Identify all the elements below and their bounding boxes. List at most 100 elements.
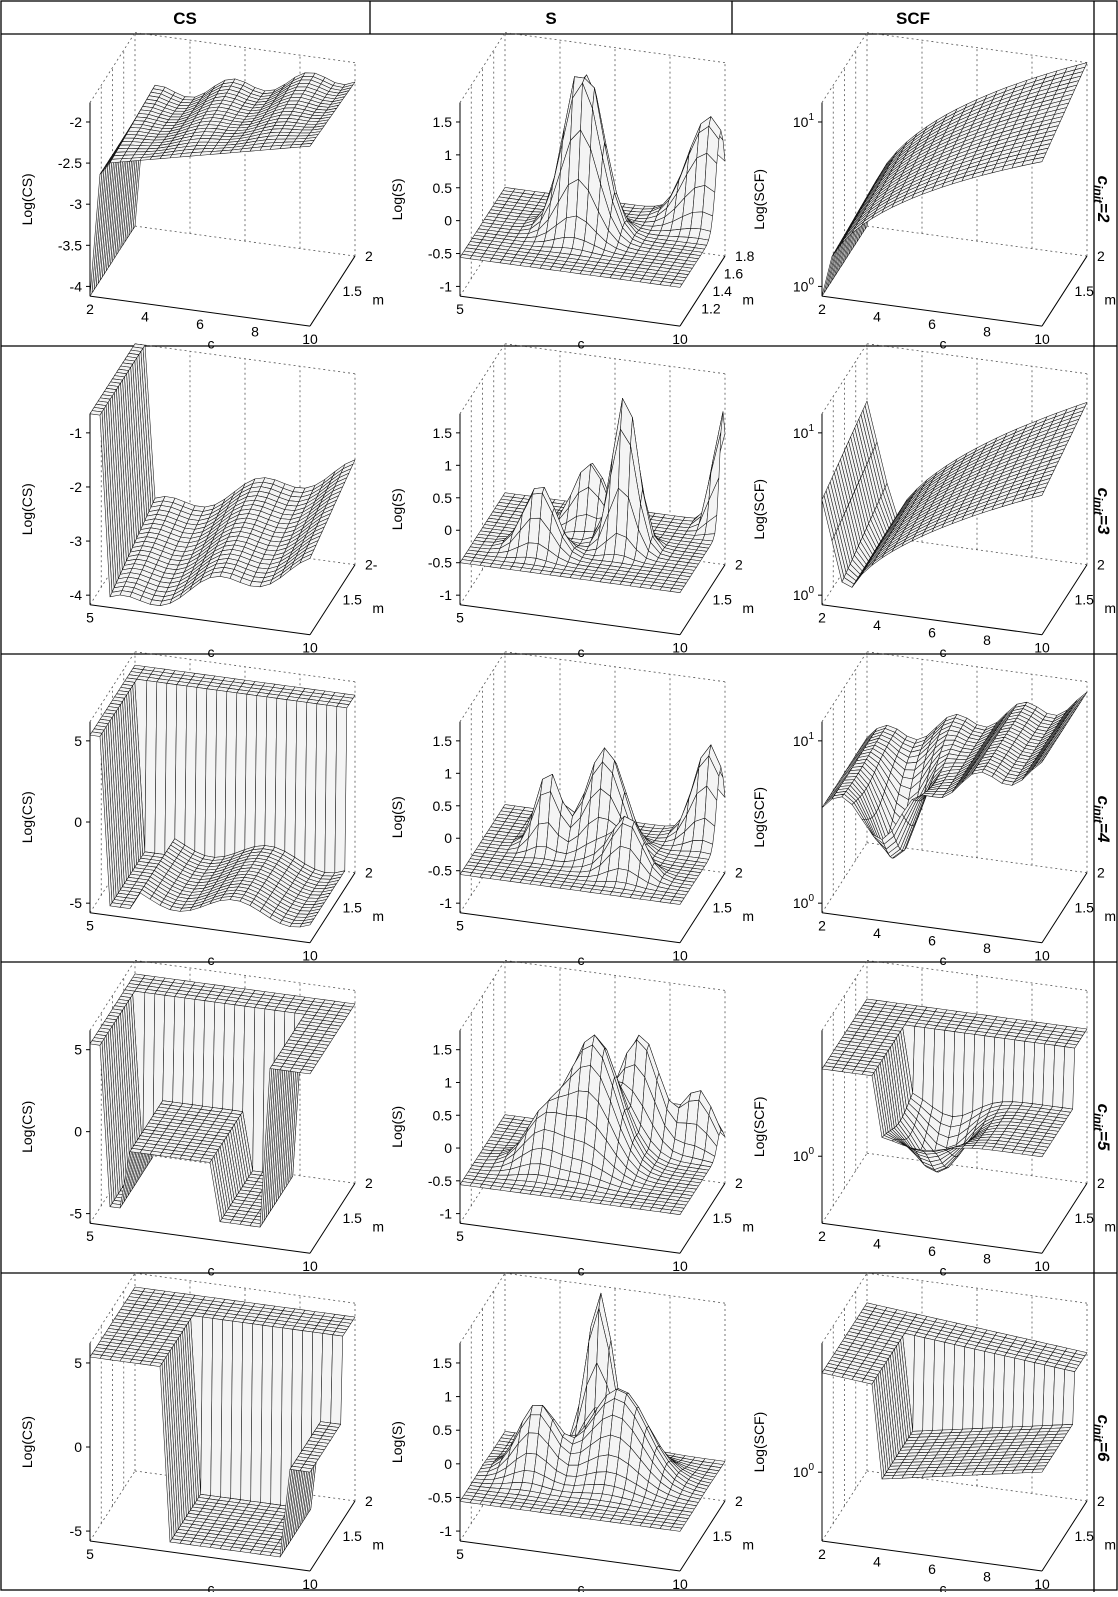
z-tick-label: -3.5 — [58, 237, 82, 253]
surface-mesh-s — [460, 398, 725, 592]
x-tick-label: 2 — [818, 610, 826, 626]
x-axis-label: c — [940, 336, 947, 352]
z-axis-label: Log(SCF) — [751, 1096, 767, 1157]
y-axis-label: m — [1104, 908, 1116, 924]
z-tick-label: 5 — [74, 1042, 82, 1058]
z-tick-label: -1 — [70, 425, 83, 441]
y-axis-label: m — [1104, 1536, 1116, 1552]
y-tick-label: 2 — [735, 865, 743, 881]
z-tick-label: 5 — [74, 1355, 82, 1371]
x-tick-label: 10 — [302, 1258, 318, 1274]
z-tick-label: 1 — [444, 147, 452, 163]
z-tick-label: 1.5 — [433, 1042, 453, 1058]
x-tick-label: 8 — [983, 940, 991, 956]
z-tick-label: -3 — [70, 196, 83, 212]
x-tick-label: 4 — [873, 925, 881, 941]
y-axis-label: m — [372, 292, 384, 308]
x-tick-label: 10 — [672, 1258, 688, 1274]
y-tick-label: 1.6 — [724, 266, 744, 282]
y-tick-label: 2 — [735, 557, 743, 573]
y-tick-label: 2 — [1097, 1175, 1105, 1191]
z-tick-label: 101 — [793, 112, 815, 130]
x-axis-label: c — [208, 1263, 215, 1279]
row-label-value: =6 — [1094, 1442, 1113, 1462]
x-tick-label: 6 — [928, 933, 936, 949]
row-label-value: =3 — [1094, 515, 1113, 535]
x-axis-label: c — [578, 336, 585, 352]
z-tick-label: -5 — [70, 1523, 83, 1539]
z-tick-label: 0 — [74, 1124, 82, 1140]
x-tick-label: 5 — [86, 1546, 94, 1562]
surface-mesh-cs — [90, 974, 355, 1227]
x-axis-label: c — [940, 644, 947, 660]
x-tick-label: 6 — [928, 1243, 936, 1259]
x-tick-label: 5 — [456, 918, 464, 934]
surface-mesh-s — [460, 1293, 725, 1531]
surface-mesh-scf — [822, 999, 1087, 1172]
row-label-value: =4 — [1094, 823, 1113, 843]
row-label-sub: init — [1091, 1424, 1105, 1443]
z-tick-label: 101 — [793, 423, 815, 441]
row-label-3: cinit=4 — [1091, 796, 1113, 843]
z-axis-label: Log(SCF) — [751, 787, 767, 848]
z-axis-label: Log(S) — [389, 1106, 405, 1148]
z-tick-label: -3 — [70, 533, 83, 549]
x-axis-label: c — [208, 336, 215, 352]
y-tick-label: 1.5 — [1075, 900, 1095, 916]
y-tick-label: 1.5 — [343, 592, 363, 608]
x-tick-label: 2 — [818, 1546, 826, 1562]
z-axis-label: Log(SCF) — [751, 169, 767, 230]
z-tick-label: 1 — [444, 1389, 452, 1405]
z-tick-label: 0 — [444, 1140, 452, 1156]
x-tick-label: 10 — [1034, 1258, 1050, 1274]
y-axis-label: m — [1104, 292, 1116, 308]
z-tick-label: -2.5 — [58, 155, 82, 171]
y-tick-label: 2 — [735, 1175, 743, 1191]
row-label-sub: init — [1091, 1113, 1105, 1132]
y-tick-label: 2 — [365, 1175, 373, 1191]
y-axis-label: m — [372, 600, 384, 616]
surface-mesh-scf — [822, 63, 1087, 297]
z-tick-label: -2 — [70, 114, 83, 130]
y-tick-label: 1.5 — [713, 1210, 733, 1226]
y-axis-label: m — [742, 908, 754, 924]
z-tick-label: -5 — [70, 895, 83, 911]
surface-mesh-scf — [822, 692, 1087, 858]
column-header-cs: CS — [173, 9, 197, 28]
x-tick-label: 10 — [672, 640, 688, 656]
x-tick-label: 10 — [672, 1576, 688, 1592]
y-axis-label: m — [372, 908, 384, 924]
x-axis-label: c — [208, 952, 215, 968]
z-axis-label: Log(CS) — [19, 483, 35, 535]
row-label-1: cinit=2 — [1091, 176, 1113, 223]
z-axis-label: Log(CS) — [19, 173, 35, 225]
z-tick-label: 1.5 — [433, 425, 453, 441]
y-tick-label: 1.5 — [713, 592, 733, 608]
z-tick-label: -1 — [440, 1206, 453, 1222]
row-label-sub: init — [1091, 805, 1105, 824]
z-axis-label: Log(CS) — [19, 1101, 35, 1153]
x-tick-label: 4 — [873, 1553, 881, 1569]
z-tick-label: 1.5 — [433, 114, 453, 130]
row-label-sub: init — [1091, 185, 1105, 204]
row-label-sub: init — [1091, 497, 1105, 516]
y-tick-label: 1.5 — [1075, 1528, 1095, 1544]
z-tick-label: 100 — [793, 893, 815, 911]
x-tick-label: 5 — [86, 1228, 94, 1244]
x-tick-label: 2 — [86, 301, 94, 317]
x-tick-label: 8 — [251, 324, 259, 340]
z-tick-label: 0 — [444, 830, 452, 846]
z-tick-label: 0.5 — [433, 490, 453, 506]
x-tick-label: 2 — [818, 301, 826, 317]
x-tick-label: 6 — [196, 316, 204, 332]
z-tick-label: 100 — [793, 1146, 815, 1164]
row-label-text: cinit=6 — [1091, 1415, 1113, 1462]
y-axis-label: m — [372, 1219, 384, 1235]
z-tick-label: 1 — [444, 765, 452, 781]
